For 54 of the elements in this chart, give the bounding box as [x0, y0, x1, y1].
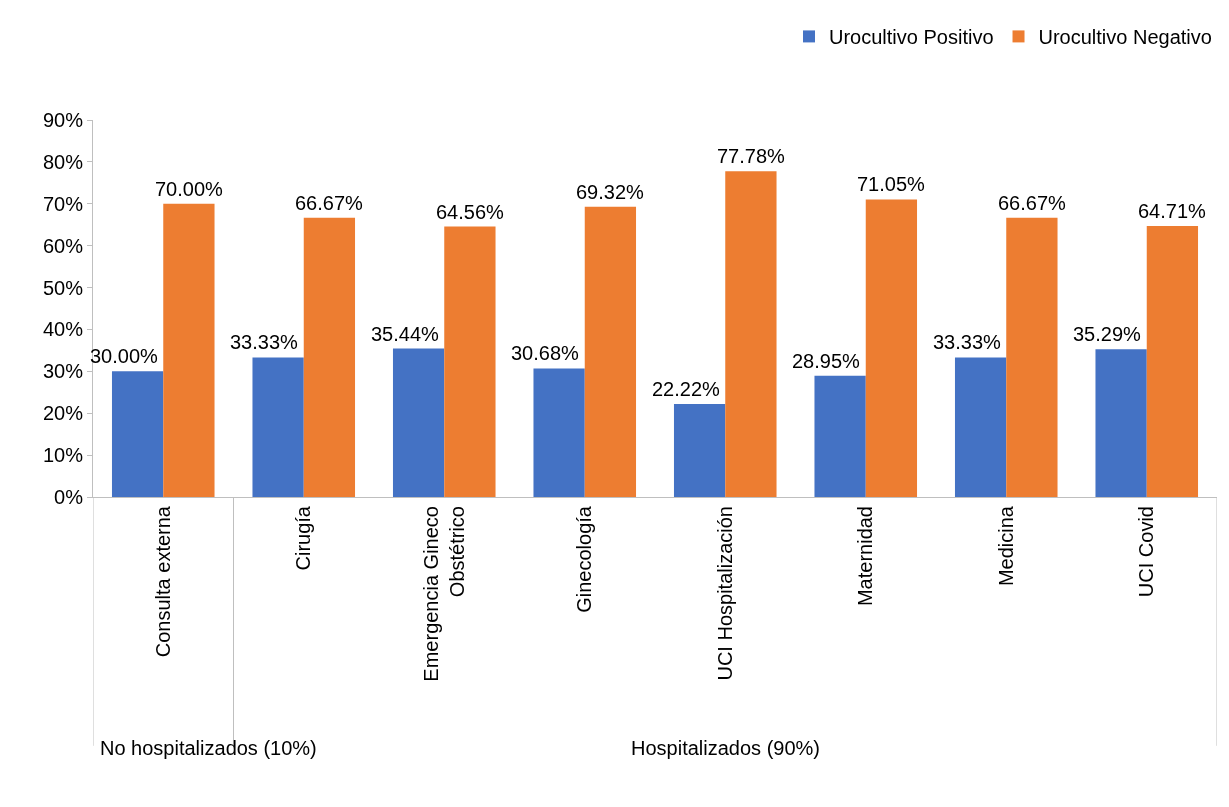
x-tick-label: Ginecología — [573, 505, 596, 613]
y-tick-label: 60% — [42, 234, 84, 257]
bar — [1095, 349, 1147, 497]
y-tick-label: 20% — [42, 402, 84, 425]
data-label: 28.95% — [792, 350, 861, 372]
x-tick-label: Emergencia Gineco Obstétrico — [419, 506, 468, 682]
x-tick-label: Cirugía — [292, 505, 315, 571]
bar — [252, 357, 304, 497]
legend-label: Urocultivo Positivo — [829, 26, 994, 49]
y-tick-label: 30% — [42, 360, 84, 383]
y-tick-label: 40% — [42, 318, 84, 341]
bar — [954, 357, 1007, 497]
data-label: 22.22% — [652, 378, 721, 400]
bar — [163, 203, 215, 497]
data-label: 33.33% — [230, 331, 299, 353]
data-label: 64.71% — [1138, 200, 1207, 222]
text: No hospitalizados (10%) — [100, 737, 317, 759]
data-label: 33.33% — [933, 331, 1002, 353]
data-label: 71.05% — [857, 173, 926, 195]
legend-label: Urocultivo Negativo — [1038, 26, 1212, 49]
data-label: 77.78% — [717, 145, 786, 167]
bar — [1146, 225, 1199, 497]
bar — [865, 199, 918, 497]
data-label: 35.29% — [1073, 323, 1142, 345]
bar — [303, 217, 356, 497]
bar — [814, 375, 866, 497]
bar — [673, 403, 726, 497]
x-tick-label: UCI Hospitalización — [713, 506, 736, 681]
data-label: 70.00% — [155, 178, 224, 200]
data-label: 69.32% — [576, 181, 645, 203]
x-tick-label: UCI Covid — [1135, 506, 1158, 598]
y-tick-label: 70% — [42, 192, 84, 215]
bar — [392, 348, 445, 497]
data-label: 35.44% — [371, 323, 440, 345]
data-label: 66.67% — [295, 192, 364, 214]
y-tick-label: 90% — [42, 109, 84, 131]
data-label: 30.00% — [90, 345, 159, 367]
y-tick-label: 0% — [54, 486, 84, 508]
y-tick-label: 50% — [42, 276, 84, 299]
data-label: 64.56% — [436, 201, 505, 223]
y-tick-label: 10% — [42, 444, 84, 467]
bar — [533, 368, 585, 497]
text: Hospitalizados (90%) — [631, 737, 820, 759]
bar — [584, 206, 637, 497]
data-label: 66.67% — [998, 192, 1067, 214]
x-tick-label: Consulta externa — [151, 505, 174, 658]
x-tick-label: Maternidad — [854, 506, 877, 607]
bar — [1006, 217, 1058, 497]
data-label: 30.68% — [511, 342, 580, 364]
bar — [725, 171, 777, 497]
y-tick-label: 80% — [42, 150, 84, 173]
bar — [111, 371, 164, 497]
bar — [444, 226, 496, 497]
x-tick-label: Medicina — [994, 505, 1017, 587]
